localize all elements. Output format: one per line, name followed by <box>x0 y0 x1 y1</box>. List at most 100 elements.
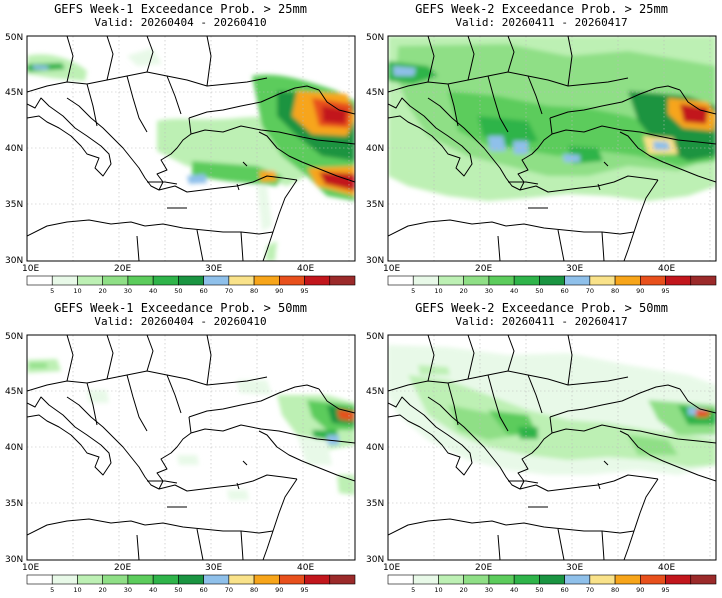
colorbar-swatch <box>228 275 255 286</box>
colorbar-swatch <box>412 275 439 286</box>
colorbar-label: 70 <box>225 586 233 594</box>
colorbar-swatch <box>412 574 439 585</box>
colorbar-label: 20 <box>460 586 468 594</box>
panel-week2-25mm: GEFS Week-2 Exceedance Prob. > 25mm Vali… <box>361 0 722 299</box>
lat-label: 35N <box>366 499 384 509</box>
lat-label: 45N <box>5 88 23 98</box>
colorbar-swatch <box>589 574 616 585</box>
colorbar-swatch <box>387 574 414 585</box>
precip-probability-field <box>388 36 716 201</box>
colorbar-label: 10 <box>73 287 81 295</box>
colorbar-swatch <box>640 275 666 286</box>
colorbar-swatch <box>463 574 490 585</box>
lat-label: 45N <box>366 88 384 98</box>
colorbar-swatch <box>488 574 515 585</box>
lon-label: 40E <box>297 264 314 274</box>
colorbar-swatch <box>329 275 356 286</box>
gridlines <box>388 36 716 261</box>
probability-map: 50N 45N 40N 35N 30N 10E 20E 30E 40E <box>366 33 717 295</box>
colorbar-label: 80 <box>250 586 258 594</box>
map-frame <box>26 35 356 262</box>
lon-label: 20E <box>114 264 131 274</box>
panel-week1-25mm: GEFS Week-1 Exceedance Prob. > 25mm Vali… <box>0 0 361 299</box>
colorbar-swatch <box>488 275 515 286</box>
colorbar-swatch <box>387 275 414 286</box>
colorbar-swatch <box>26 275 53 286</box>
colorbar-label: 30 <box>124 287 132 295</box>
colorbar-swatch <box>51 275 78 286</box>
lat-label: 50N <box>366 33 384 43</box>
colorbar-label: 95 <box>661 287 669 295</box>
lon-label: 30E <box>205 563 222 573</box>
gridlines <box>27 36 355 261</box>
colorbar-label: 40 <box>149 586 157 594</box>
colorbar-label: 50 <box>535 586 543 594</box>
colorbar-swatch <box>438 574 464 585</box>
coastlines-borders <box>388 36 716 261</box>
colorbar-swatch <box>178 574 204 585</box>
colorbar-label: 40 <box>510 586 518 594</box>
lon-label: 40E <box>658 264 675 274</box>
lat-label: 45N <box>5 387 23 397</box>
colorbar-label: 5 <box>50 586 54 594</box>
lon-label: 20E <box>114 563 131 573</box>
panel-title: GEFS Week-1 Exceedance Prob. > 25mm <box>54 2 307 16</box>
colorbar-swatch <box>102 275 129 286</box>
colorbar-swatch <box>304 574 331 585</box>
colorbar: 5 10 20 30 40 50 60 70 80 90 95 <box>26 574 356 594</box>
colorbar-swatch <box>513 275 540 286</box>
panel-valid-dates: Valid: 20260404 - 20260410 <box>94 315 267 328</box>
colorbar-label: 60 <box>199 287 207 295</box>
colorbar-swatch <box>665 275 692 286</box>
colorbar-label: 50 <box>174 287 182 295</box>
colorbar-swatch <box>513 574 540 585</box>
colorbar-swatch <box>228 574 255 585</box>
colorbar-label: 20 <box>99 287 107 295</box>
colorbar-swatch <box>614 275 641 286</box>
colorbar-swatch <box>127 574 154 585</box>
colorbar-swatch <box>152 275 179 286</box>
panel-week2-50mm: GEFS Week-2 Exceedance Prob. > 50mm Vali… <box>361 299 722 598</box>
colorbar-swatch <box>203 574 230 585</box>
coastlines-borders <box>388 335 716 560</box>
gridlines <box>388 335 716 560</box>
colorbar-swatch <box>51 574 78 585</box>
lat-label: 50N <box>366 332 384 342</box>
precip-probability-field <box>27 48 355 261</box>
colorbar: 5 10 20 30 40 50 60 70 80 90 95 <box>387 275 717 295</box>
colorbar-label: 30 <box>485 287 493 295</box>
colorbar-swatch <box>614 574 641 585</box>
colorbar-swatch <box>304 275 331 286</box>
lat-label: 30N <box>366 256 384 266</box>
panel-valid-dates: Valid: 20260411 - 20260417 <box>455 16 628 29</box>
colorbar-swatch <box>279 275 305 286</box>
probability-map: 50N 45N 40N 35N 30N 10E 20E 30E 40E <box>366 332 717 594</box>
lat-label: 40N <box>366 443 384 453</box>
gridlines <box>27 335 355 560</box>
colorbar-label: 10 <box>73 586 81 594</box>
colorbar: 5 10 20 30 40 50 60 70 80 90 95 <box>387 574 717 594</box>
map-frame <box>387 35 717 262</box>
colorbar-label: 20 <box>460 287 468 295</box>
colorbar-swatch <box>178 275 204 286</box>
lat-label: 50N <box>5 332 23 342</box>
panel-title: GEFS Week-2 Exceedance Prob. > 25mm <box>415 2 668 16</box>
panel-week1-50mm: GEFS Week-1 Exceedance Prob. > 50mm Vali… <box>0 299 361 598</box>
colorbar-label: 90 <box>275 586 283 594</box>
colorbar-label: 50 <box>174 586 182 594</box>
precip-probability-field <box>388 345 716 475</box>
panel-title: GEFS Week-1 Exceedance Prob. > 50mm <box>54 301 307 315</box>
colorbar-label: 90 <box>275 287 283 295</box>
colorbar-label: 30 <box>485 586 493 594</box>
lat-label: 35N <box>366 200 384 210</box>
colorbar-swatch <box>564 574 591 585</box>
lon-label: 30E <box>205 264 222 274</box>
colorbar-swatch <box>665 574 692 585</box>
lon-label: 20E <box>475 264 492 274</box>
lat-label: 35N <box>5 200 23 210</box>
colorbar-label: 40 <box>510 287 518 295</box>
colorbar-label: 70 <box>586 586 594 594</box>
lat-label: 30N <box>5 555 23 565</box>
lon-label: 30E <box>566 264 583 274</box>
colorbar-label: 70 <box>586 287 594 295</box>
